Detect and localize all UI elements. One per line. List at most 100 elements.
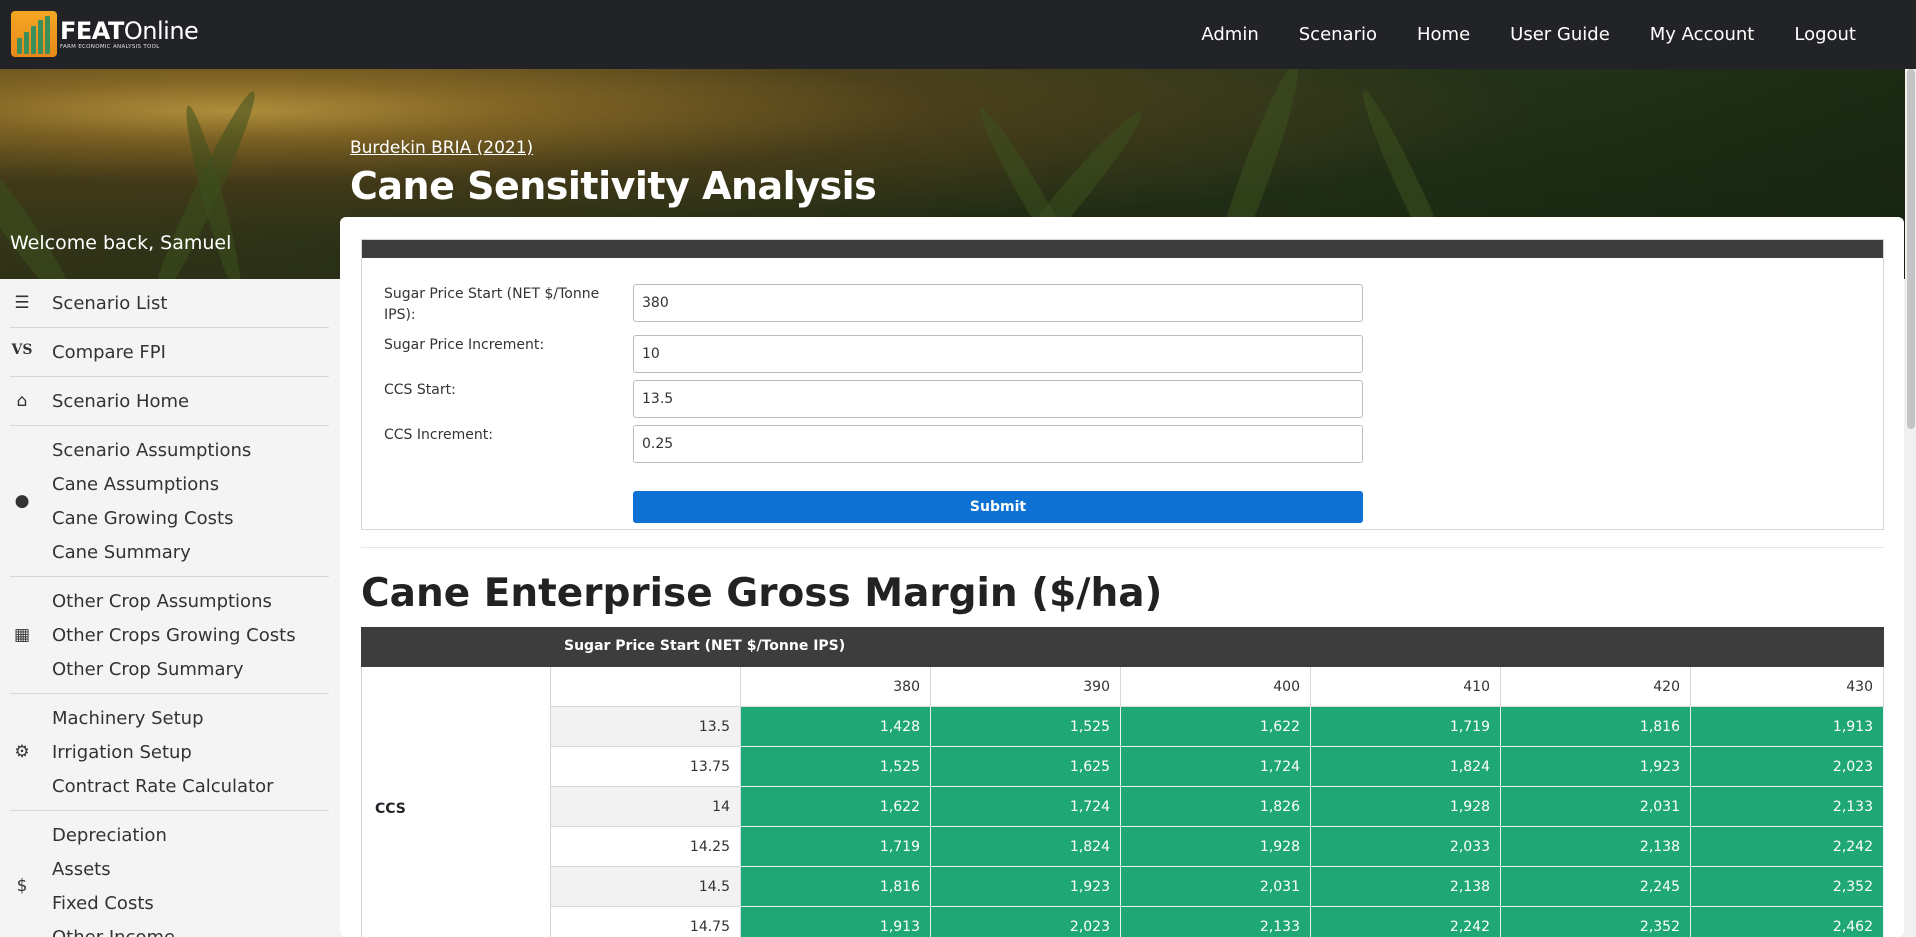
nav-link-my-account[interactable]: My Account bbox=[1649, 24, 1755, 45]
table-corner-cell bbox=[551, 667, 741, 707]
gross-margin-value-cell: 1,824 bbox=[1311, 747, 1501, 787]
brand-name-bold: FEAT bbox=[60, 17, 124, 45]
gross-margin-value-cell: 2,138 bbox=[1501, 827, 1691, 867]
vs-icon: VS bbox=[11, 342, 33, 358]
nav-link-admin[interactable]: Admin bbox=[1201, 24, 1259, 45]
sensitivity-form: Sugar Price Start (NET $/Tonne IPS): 380… bbox=[361, 239, 1884, 530]
top-navbar: FEATOnline FARM ECONOMIC ANALYSIS TOOL A… bbox=[0, 0, 1916, 69]
gross-margin-value-cell: 1,719 bbox=[1311, 707, 1501, 747]
column-header-sugar-price: 410 bbox=[1311, 667, 1501, 707]
gross-margin-value-cell: 1,913 bbox=[1691, 707, 1884, 747]
ccs-increment-label: CCS Increment: bbox=[384, 427, 493, 443]
gross-margin-value-cell: 2,023 bbox=[931, 907, 1121, 937]
gross-margin-value-cell: 2,242 bbox=[1311, 907, 1501, 937]
gross-margin-value-cell: 1,428 bbox=[741, 707, 931, 747]
gross-margin-value-cell: 1,816 bbox=[1501, 707, 1691, 747]
sidebar-item-scenario-assumptions[interactable]: Scenario Assumptions bbox=[52, 440, 252, 461]
feat-online-logo[interactable]: FEATOnline FARM ECONOMIC ANALYSIS TOOL bbox=[11, 10, 211, 58]
column-header-sugar-price: 380 bbox=[741, 667, 931, 707]
gross-margin-value-cell: 2,242 bbox=[1691, 827, 1884, 867]
ccs-start-input[interactable]: 13.5 bbox=[633, 380, 1363, 418]
logo-icon bbox=[11, 11, 57, 57]
sidebar-group: ⌂ Scenario Home bbox=[10, 377, 329, 426]
sidebar-item-cane-growing-costs[interactable]: Cane Growing Costs bbox=[52, 508, 234, 529]
gross-margin-value-cell: 1,826 bbox=[1121, 787, 1311, 827]
scenario-breadcrumb-link[interactable]: Burdekin BRIA (2021) bbox=[350, 138, 534, 158]
sidebar-item-contract-rate-calculator[interactable]: Contract Rate Calculator bbox=[52, 776, 274, 797]
sidebar-item-scenario-list[interactable]: Scenario List bbox=[52, 293, 168, 314]
sidebar-item-cane-assumptions[interactable]: Cane Assumptions bbox=[52, 474, 220, 495]
nav-link-user-guide[interactable]: User Guide bbox=[1510, 24, 1610, 45]
ccs-increment-input[interactable]: 0.25 bbox=[633, 425, 1363, 463]
sidebar-item-cane-summary[interactable]: Cane Summary bbox=[52, 542, 191, 563]
map-pin-icon: ● bbox=[14, 491, 30, 511]
form-header-bar bbox=[362, 240, 1883, 258]
row-group-label: CCS bbox=[375, 801, 406, 817]
row-header-ccs: 13.5 bbox=[551, 707, 741, 747]
page-title: Cane Sensitivity Analysis bbox=[350, 164, 877, 208]
row-header-ccs: 13.75 bbox=[551, 747, 741, 787]
sugar-price-start-input[interactable]: 380 bbox=[633, 284, 1363, 322]
gross-margin-value-cell: 2,023 bbox=[1691, 747, 1884, 787]
gross-margin-value-cell: 1,928 bbox=[1121, 827, 1311, 867]
row-header-ccs: 14 bbox=[551, 787, 741, 827]
sidebar-item-fixed-costs[interactable]: Fixed Costs bbox=[52, 893, 154, 914]
brand-tagline: FARM ECONOMIC ANALYSIS TOOL bbox=[60, 44, 160, 50]
gross-margin-value-cell: 2,138 bbox=[1311, 867, 1501, 907]
gross-margin-value-cell: 1,724 bbox=[931, 787, 1121, 827]
nav-link-logout[interactable]: Logout bbox=[1794, 24, 1856, 45]
gross-margin-value-cell: 1,824 bbox=[931, 827, 1121, 867]
scrollbar-thumb[interactable] bbox=[1907, 69, 1915, 429]
page-scrollbar[interactable] bbox=[1905, 69, 1916, 937]
submit-button[interactable]: Submit bbox=[633, 491, 1363, 523]
list-icon: ☰ bbox=[14, 293, 30, 313]
gross-margin-value-cell: 1,724 bbox=[1121, 747, 1311, 787]
table-column-group-header: Sugar Price Start (NET $/Tonne IPS) bbox=[361, 627, 1884, 667]
column-group-label: Sugar Price Start (NET $/Tonne IPS) bbox=[564, 638, 846, 654]
sidebar-item-scenario-home[interactable]: Scenario Home bbox=[52, 391, 190, 412]
sidebar-item-other-income[interactable]: Other Income bbox=[10, 921, 329, 937]
sidebar-group: ⚙ Machinery Setup Irrigation Setup Contract… bbox=[10, 694, 329, 811]
sidebar-item-machinery-setup[interactable]: Machinery Setup bbox=[52, 708, 204, 729]
sidebar-item-other-crop-assumptions[interactable]: Other Crop Assumptions bbox=[52, 591, 272, 612]
sidebar-group: ● Scenario Assumptions Cane Assumptions Can… bbox=[10, 426, 329, 577]
gear-icon: ⚙ bbox=[14, 742, 30, 762]
dollar-icon: $ bbox=[16, 876, 28, 896]
gross-margin-value-cell: 1,625 bbox=[931, 747, 1121, 787]
sugar-price-increment-input[interactable]: 10 bbox=[633, 335, 1363, 373]
gross-margin-value-cell: 2,133 bbox=[1121, 907, 1311, 937]
sugar-price-start-label: Sugar Price Start (NET $/Tonne IPS): bbox=[384, 286, 600, 323]
sidebar-item-other-crop-summary[interactable]: Other Crop Summary bbox=[52, 659, 244, 680]
gross-margin-value-cell: 1,923 bbox=[1501, 747, 1691, 787]
brand-name-rest: Online bbox=[123, 17, 199, 45]
row-header-ccs: 14.5 bbox=[551, 867, 741, 907]
sidebar-group: ▦ Other Crop Assumptions Other Crops Growi… bbox=[10, 577, 329, 694]
sidebar-item-other-crops-growing-costs[interactable]: Other Crops Growing Costs bbox=[52, 625, 296, 646]
sidebar-item-depreciation[interactable]: Depreciation bbox=[52, 825, 167, 846]
gross-margin-value-cell: 2,031 bbox=[1121, 867, 1311, 907]
sidebar-item-compare-fpi[interactable]: Compare FPI bbox=[52, 342, 166, 363]
nav-link-home[interactable]: Home bbox=[1417, 24, 1471, 45]
gross-margin-value-cell: 2,033 bbox=[1311, 827, 1501, 867]
ccs-start-label: CCS Start: bbox=[384, 382, 456, 398]
row-header-ccs: 14.75 bbox=[551, 907, 741, 937]
gross-margin-value-cell: 2,462 bbox=[1691, 907, 1884, 937]
gross-margin-value-cell: 2,352 bbox=[1691, 867, 1884, 907]
home-icon: ⌂ bbox=[16, 391, 28, 411]
main-content-card: Sugar Price Start (NET $/Tonne IPS): 380… bbox=[340, 217, 1904, 937]
gross-margin-value-cell: 1,525 bbox=[741, 747, 931, 787]
gross-margin-value-cell: 1,913 bbox=[741, 907, 931, 937]
grid-icon: ▦ bbox=[13, 625, 31, 645]
sidebar-item-assets[interactable]: Assets bbox=[52, 859, 111, 880]
gross-margin-value-cell: 1,816 bbox=[741, 867, 931, 907]
welcome-message: Welcome back, Samuel bbox=[10, 232, 232, 254]
sidebar-item-irrigation-setup[interactable]: Irrigation Setup bbox=[52, 742, 192, 763]
row-header-ccs: 14.25 bbox=[551, 827, 741, 867]
row-group-header: CCS bbox=[361, 667, 551, 937]
sidebar-group: ☰ Scenario List bbox=[10, 279, 329, 328]
sugar-price-increment-label: Sugar Price Increment: bbox=[384, 337, 545, 353]
gross-margin-value-cell: 2,133 bbox=[1691, 787, 1884, 827]
column-header-sugar-price: 420 bbox=[1501, 667, 1691, 707]
nav-link-scenario[interactable]: Scenario bbox=[1298, 24, 1377, 45]
divider bbox=[361, 547, 1884, 548]
